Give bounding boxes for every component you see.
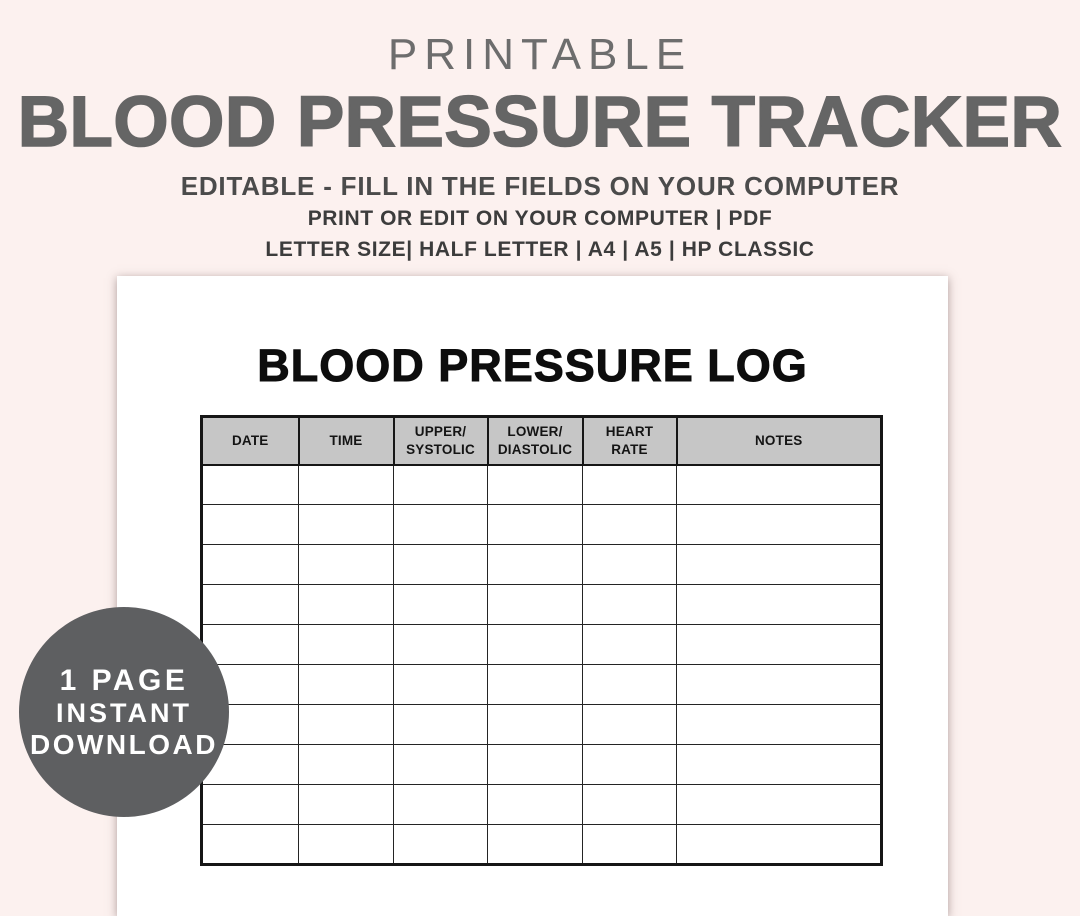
table-cell [676, 544, 882, 585]
table-cell [676, 824, 882, 865]
table-row [201, 664, 882, 705]
table-row [201, 704, 882, 745]
table-body [201, 464, 882, 865]
table-cell [582, 704, 677, 745]
document-preview-page: BLOOD PRESSURE LOG DATE TIME UPPER/ SYSTOL… [117, 276, 948, 916]
table-cell [298, 704, 394, 745]
column-header: TIME [297, 415, 395, 466]
sizes-line: LETTER SIZE| HALF LETTER | A4 | A5 | HP … [265, 238, 815, 261]
table-cell [487, 584, 583, 625]
table-cell [676, 784, 882, 825]
table-cell [201, 504, 299, 545]
table-cell [487, 664, 583, 705]
table-cell [298, 544, 394, 585]
table-cell [393, 744, 488, 785]
table-cell [201, 584, 299, 625]
table-row [201, 504, 882, 545]
table-cell [582, 664, 677, 705]
blood-pressure-log-table: DATE TIME UPPER/ SYSTOLIC LOWER/ DIASTOLIC H… [200, 415, 883, 866]
table-row [201, 624, 882, 665]
table-cell [393, 544, 488, 585]
column-header: HEART RATE [581, 415, 678, 466]
table-cell [298, 624, 394, 665]
table-cell [487, 544, 583, 585]
table-cell [676, 744, 882, 785]
table-cell [582, 584, 677, 625]
column-header: UPPER/ SYSTOLIC [392, 415, 489, 466]
table-cell [201, 624, 299, 665]
kicker-text: PRINTABLE [387, 30, 693, 79]
table-cell [487, 704, 583, 745]
table-cell [298, 824, 394, 865]
table-cell [487, 784, 583, 825]
table-cell [393, 504, 488, 545]
table-cell [393, 784, 488, 825]
table-cell [487, 504, 583, 545]
table-cell [393, 704, 488, 745]
table-cell [201, 784, 299, 825]
table-row [201, 824, 882, 865]
table-cell [298, 664, 394, 705]
format-line: PRINT OR EDIT ON YOUR COMPUTER | PDF [307, 207, 773, 230]
table-cell [298, 584, 394, 625]
table-cell [393, 624, 488, 665]
table-row [201, 544, 882, 585]
table-cell [487, 824, 583, 865]
table-header: DATE TIME UPPER/ SYSTOLIC LOWER/ DIASTOLIC H… [200, 415, 883, 466]
column-header: NOTES [675, 415, 883, 466]
table-cell [582, 504, 677, 545]
table-cell [298, 744, 394, 785]
badge-line-2: INSTANT [56, 697, 192, 728]
table-cell [582, 784, 677, 825]
table-cell [676, 584, 882, 625]
table-cell [676, 624, 882, 665]
table-cell [582, 744, 677, 785]
table-cell [393, 824, 488, 865]
table-cell [582, 464, 677, 505]
table-cell [393, 584, 488, 625]
table-row [201, 744, 882, 785]
table-cell [298, 464, 394, 505]
document-title: BLOOD PRESSURE LOG [257, 340, 808, 391]
table-cell [582, 544, 677, 585]
table-cell [676, 504, 882, 545]
table-cell [393, 664, 488, 705]
table-header-row: DATE TIME UPPER/ SYSTOLIC LOWER/ DIASTOLIC H… [200, 415, 883, 466]
table-row [201, 464, 882, 505]
table-row [201, 584, 882, 625]
table-cell [201, 464, 299, 505]
table-cell [393, 464, 488, 505]
table-cell [676, 704, 882, 745]
hero-header: PRINTABLE BLOOD PRESSURE TRACKER EDITABL… [0, 0, 1080, 262]
table-cell [582, 824, 677, 865]
badge-line-3: DOWNLOAD [30, 728, 218, 760]
instant-download-badge: 1 PAGE INSTANT DOWNLOAD [19, 607, 229, 817]
column-header: DATE [200, 415, 300, 466]
table-cell [487, 624, 583, 665]
table-cell [676, 664, 882, 705]
badge-line-1: 1 PAGE [59, 663, 189, 697]
table-cell [676, 464, 882, 505]
table-cell [201, 824, 299, 865]
table-cell [487, 464, 583, 505]
table-cell [487, 744, 583, 785]
table-cell [298, 784, 394, 825]
table-cell [582, 624, 677, 665]
main-title: BLOOD PRESSURE TRACKER [17, 83, 1063, 162]
editable-subtitle: EDITABLE - FILL IN THE FIELDS ON YOUR CO… [180, 171, 900, 201]
table-cell [201, 544, 299, 585]
column-header: LOWER/ DIASTOLIC [486, 415, 584, 466]
table-cell [298, 504, 394, 545]
table-row [201, 784, 882, 825]
